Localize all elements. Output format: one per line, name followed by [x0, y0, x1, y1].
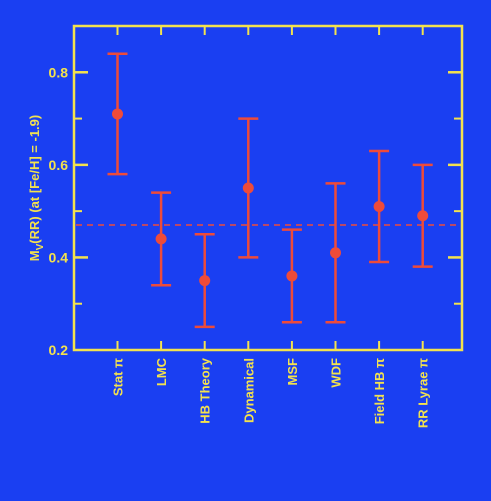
axis-layer: 0.2 0.4 0.6 0.8 — [49, 26, 462, 358]
plot-frame — [72, 24, 464, 352]
y-tick-label: 0.4 — [49, 249, 69, 265]
category-label: WDF — [329, 358, 344, 388]
data-point — [286, 270, 298, 282]
y-axis-label-rest: (RR) (at [Fe/H] = -1.9) — [27, 115, 42, 244]
category-label: RR Lyrae π — [416, 358, 431, 428]
y-tick-label: 0.8 — [49, 64, 69, 80]
category-label: Dynamical — [241, 358, 256, 423]
data-point — [242, 182, 254, 194]
category-label: Field HB π — [372, 358, 387, 424]
y-axis-label-main: M — [27, 250, 42, 261]
data-point — [373, 201, 385, 213]
data-point — [199, 275, 211, 287]
category-label: MSF — [285, 358, 300, 386]
category-label-layer: Stat π LMC HB Theory Dynamical MSF WDF Field H… — [111, 357, 431, 428]
data-point — [155, 233, 167, 245]
data-point — [112, 108, 123, 120]
y-tick-label: 0.6 — [49, 157, 69, 173]
y-axis-label-subscript: V — [35, 243, 46, 250]
data-layer — [107, 52, 433, 329]
data-point — [417, 210, 429, 222]
category-label: HB Theory — [198, 357, 213, 424]
y-axis-label: MV(RR) (at [Fe/H] = -1.9) — [27, 115, 46, 261]
category-label: LMC — [154, 357, 169, 386]
y-tick-label: 0.2 — [49, 342, 69, 358]
data-point — [330, 247, 341, 259]
category-label: Stat π — [111, 358, 126, 396]
